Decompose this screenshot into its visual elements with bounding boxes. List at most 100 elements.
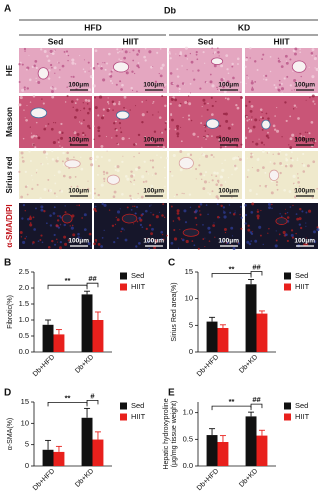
texture <box>297 117 300 120</box>
scale-label: 100μm <box>218 188 239 195</box>
micrograph-bg <box>94 96 167 148</box>
texture <box>302 152 305 156</box>
y-tick-label: 0 <box>25 461 29 470</box>
texture <box>41 163 44 166</box>
texture <box>202 51 205 54</box>
texture <box>211 84 215 88</box>
texture <box>276 188 279 191</box>
texture <box>294 52 297 56</box>
texture <box>49 224 53 227</box>
texture <box>284 212 287 215</box>
texture <box>299 132 302 135</box>
texture <box>206 134 209 138</box>
texture <box>136 64 140 68</box>
texture <box>32 95 36 98</box>
texture <box>147 173 150 175</box>
texture <box>205 138 207 140</box>
texture <box>29 223 33 227</box>
texture <box>192 70 194 72</box>
texture <box>131 89 134 92</box>
texture <box>156 154 158 156</box>
texture <box>97 126 101 130</box>
texture <box>250 210 254 214</box>
texture <box>153 130 157 133</box>
texture <box>154 80 158 83</box>
texture <box>291 159 294 162</box>
texture <box>170 205 173 208</box>
texture <box>31 65 34 68</box>
bar <box>217 328 229 352</box>
texture <box>68 176 72 179</box>
texture <box>307 209 312 213</box>
texture <box>222 112 226 116</box>
bar <box>256 435 268 466</box>
texture <box>293 182 295 185</box>
texture <box>255 142 259 146</box>
texture <box>96 62 99 65</box>
texture <box>252 125 256 129</box>
texture <box>188 118 191 121</box>
texture <box>192 132 196 136</box>
texture <box>189 206 192 209</box>
texture <box>60 122 63 126</box>
texture <box>40 208 44 212</box>
texture <box>240 96 243 99</box>
micrograph: 100μm <box>168 46 242 94</box>
texture <box>111 69 114 72</box>
bar <box>245 284 257 352</box>
texture <box>137 242 141 245</box>
texture <box>108 209 111 211</box>
texture <box>108 52 111 56</box>
bar <box>206 321 218 352</box>
texture <box>32 179 34 181</box>
texture <box>160 156 162 159</box>
significance-bracket <box>86 400 99 405</box>
texture <box>278 233 281 236</box>
texture <box>76 98 79 101</box>
texture <box>315 67 319 72</box>
texture <box>151 237 154 240</box>
texture <box>215 195 219 199</box>
texture <box>196 58 199 61</box>
texture <box>159 240 161 243</box>
texture <box>220 78 224 82</box>
texture <box>172 220 175 222</box>
texture <box>42 150 47 154</box>
texture <box>67 54 70 57</box>
texture <box>36 183 39 186</box>
y-tick-label: 15 <box>185 267 193 276</box>
texture <box>63 235 67 239</box>
texture <box>149 240 151 242</box>
legend-swatch <box>120 272 127 280</box>
texture <box>251 80 253 82</box>
texture <box>121 137 125 141</box>
texture <box>33 228 36 231</box>
texture <box>248 129 253 133</box>
vessel <box>64 159 81 169</box>
texture <box>137 133 141 137</box>
texture <box>58 131 62 134</box>
texture <box>133 223 135 225</box>
texture <box>267 232 269 234</box>
texture <box>103 177 106 180</box>
texture <box>154 239 158 243</box>
texture <box>90 163 94 167</box>
legend-label: HIIT <box>295 412 310 421</box>
vessel <box>205 118 220 129</box>
texture <box>72 106 74 108</box>
texture <box>194 167 198 171</box>
texture <box>159 74 163 78</box>
texture <box>168 51 171 54</box>
texture <box>20 236 23 238</box>
legend-swatch <box>120 413 127 421</box>
texture <box>43 50 47 53</box>
texture <box>289 164 293 168</box>
texture <box>73 156 75 158</box>
texture <box>275 181 279 184</box>
texture <box>23 86 26 89</box>
texture <box>29 159 32 163</box>
texture <box>129 194 132 198</box>
texture <box>145 170 148 173</box>
bar <box>42 449 54 466</box>
texture <box>134 212 137 215</box>
